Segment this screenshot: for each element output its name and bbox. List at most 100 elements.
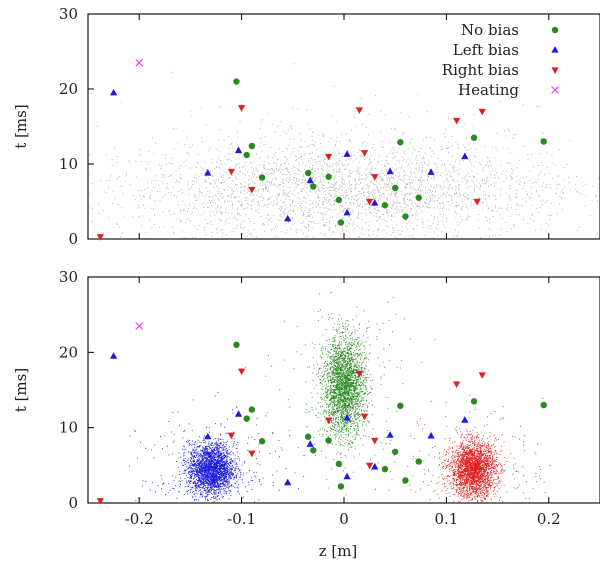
series-left-bias [110,352,468,485]
data-point [244,152,250,158]
data-point [136,322,143,329]
data-point [325,174,331,180]
data-point [110,352,117,359]
legend-marker [551,67,558,74]
data-point [97,498,104,505]
x-tick-label: 0.2 [537,510,561,528]
x-tick-label: 0.1 [434,510,458,528]
y-axis-label: t [ms] [12,104,30,148]
data-point [361,414,368,421]
data-point [416,458,422,464]
legend-label: No bias [461,21,519,39]
data-point [305,170,311,176]
legend-marker [552,27,558,33]
data-point [248,187,255,194]
data-point [343,150,350,157]
cluster-right-bias [375,395,550,502]
data-point [338,219,344,225]
data-point [453,381,460,388]
data-point [305,434,311,440]
data-point [402,213,408,219]
y-tick-label: 20 [59,80,78,98]
data-point [402,477,408,483]
data-point [392,185,398,191]
data-point [386,168,393,175]
data-point [244,415,250,421]
data-point [343,473,350,480]
data-point [259,174,265,180]
data-point [356,107,363,114]
data-point [110,89,117,96]
plot-frame [88,277,600,503]
x-tick-label: -0.2 [125,510,154,528]
data-point [284,479,291,486]
series-right-bias [97,369,486,505]
data-point [479,109,486,116]
data-point [540,138,546,144]
data-point [371,438,378,445]
series-heating [136,59,143,66]
data-point [248,451,255,458]
y-axis-label: t [ms] [12,368,30,412]
cluster-no-bias [245,159,436,495]
data-point [338,483,344,489]
series-right-bias [97,105,486,241]
data-point [461,416,468,423]
data-point [97,234,104,241]
legend: No bias Left bias Right bias Heating [442,21,559,99]
y-tick-label: 0 [68,494,78,512]
data-point [382,466,388,472]
data-point [204,433,211,440]
y-tick-label: 30 [59,268,78,286]
data-point [307,440,314,447]
data-point [233,342,239,348]
cluster-left-bias [129,392,304,503]
data-point [427,168,434,175]
plot-frame [88,14,600,239]
data-point [336,197,342,203]
data-point [540,402,546,408]
data-point [392,449,398,455]
data-point [238,369,245,376]
series-heating [136,322,143,329]
data-point [427,432,434,439]
y-tick-label: 10 [59,419,78,437]
data-point [307,177,314,184]
data-point [382,202,388,208]
series-no-bias [233,78,547,225]
bottom-panel: -0.2 -0.1 0 0.1 0.2 0 10 20 30 t [ms] z [m] [12,159,600,560]
y-tick-label: 10 [59,155,78,173]
data-point [136,59,143,66]
data-point [479,372,486,379]
y-tick-label: 0 [68,230,78,248]
y-tick-label: 20 [59,343,78,361]
data-point [249,406,255,412]
legend-label: Heating [458,81,519,99]
data-point [233,78,239,84]
legend-marker [552,87,559,94]
data-point [259,438,265,444]
x-tick-label: -0.1 [227,510,256,528]
data-point [416,195,422,201]
y-tick-label: 30 [59,5,78,23]
data-point [471,398,477,404]
data-point [474,199,481,206]
data-point [325,154,332,161]
series-no-bias [233,342,547,490]
data-point [235,147,242,154]
legend-label: Right bias [442,61,519,79]
series-left-bias [110,89,468,222]
data-point [386,431,393,438]
data-point [336,461,342,467]
x-tick-label: 0 [339,510,349,528]
data-point [471,135,477,141]
legend-label: Left bias [453,41,519,59]
data-point [284,215,291,222]
data-point [361,150,368,157]
data-point [235,410,242,417]
data-point [397,139,403,145]
data-point [397,403,403,409]
data-point [453,118,460,125]
x-axis-label: z [m] [319,542,358,560]
